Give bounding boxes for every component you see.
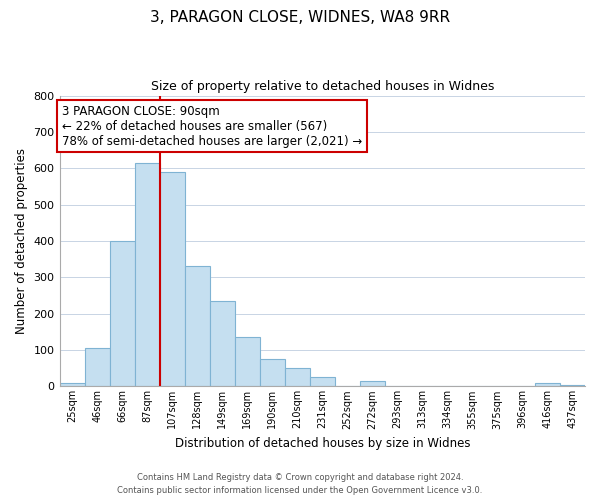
Bar (110, 241, 134, 386)
Bar (310, 378, 335, 386)
X-axis label: Distribution of detached houses by size in Widnes: Distribution of detached houses by size … (175, 437, 470, 450)
Bar (235, 338, 260, 386)
Bar (85, 348, 110, 387)
Text: 3 PARAGON CLOSE: 90sqm
← 22% of detached houses are smaller (567)
78% of semi-de: 3 PARAGON CLOSE: 90sqm ← 22% of detached… (62, 104, 362, 148)
Bar (160, 172, 185, 386)
Title: Size of property relative to detached houses in Widnes: Size of property relative to detached ho… (151, 80, 494, 93)
Bar (209, 301, 235, 386)
Bar (360, 381, 385, 386)
Bar (185, 266, 209, 386)
Bar (535, 384, 560, 386)
Text: 3, PARAGON CLOSE, WIDNES, WA8 9RR: 3, PARAGON CLOSE, WIDNES, WA8 9RR (150, 10, 450, 25)
Bar (285, 368, 310, 386)
Text: Contains HM Land Registry data © Crown copyright and database right 2024.
Contai: Contains HM Land Registry data © Crown c… (118, 474, 482, 495)
Y-axis label: Number of detached properties: Number of detached properties (15, 148, 28, 334)
Bar (560, 384, 585, 386)
Bar (59, 383, 85, 386)
Bar (260, 359, 285, 386)
Bar (134, 163, 160, 386)
